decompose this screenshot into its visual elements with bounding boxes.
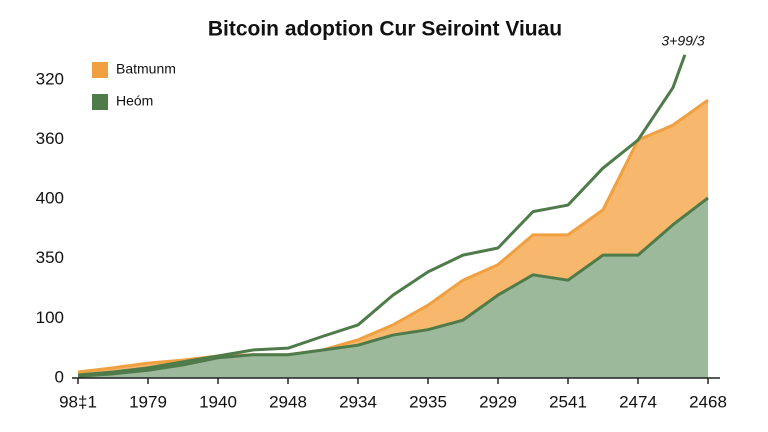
legend-swatch [92,62,108,78]
legend-label: Heóm [116,93,153,109]
x-tick-label: 2474 [619,392,657,411]
y-tick-label: 360 [36,129,64,148]
x-tick-label: 2935 [409,392,447,411]
series-line [77,98,709,374]
x-tick-label: 2934 [339,392,377,411]
x-tick-label: 2929 [479,392,517,411]
chart-title: Bitcoin adoption Cur Seiroint Viuau [208,18,562,41]
legend-swatch [92,94,108,110]
x-tick-label: 2948 [269,392,307,411]
y-tick-label: 400 [36,189,64,208]
series-line [77,54,687,377]
y-tick-label: 0 [55,367,64,386]
x-tick-label: 1940 [199,392,237,411]
series-line [77,196,709,378]
x-tick-label: 98‡1 [59,392,97,411]
y-tick-label: 320 [36,69,64,88]
x-tick-label: 1979 [129,392,167,411]
x-tick-label: 2468 [689,392,727,411]
y-tick-label: 350 [36,248,64,267]
area-fill [78,197,708,378]
annotation: 3+99/3 [661,33,704,49]
y-tick-label: 100 [36,308,64,327]
legend-label: Batmunm [116,61,176,77]
x-tick-label: 2541 [549,392,587,411]
